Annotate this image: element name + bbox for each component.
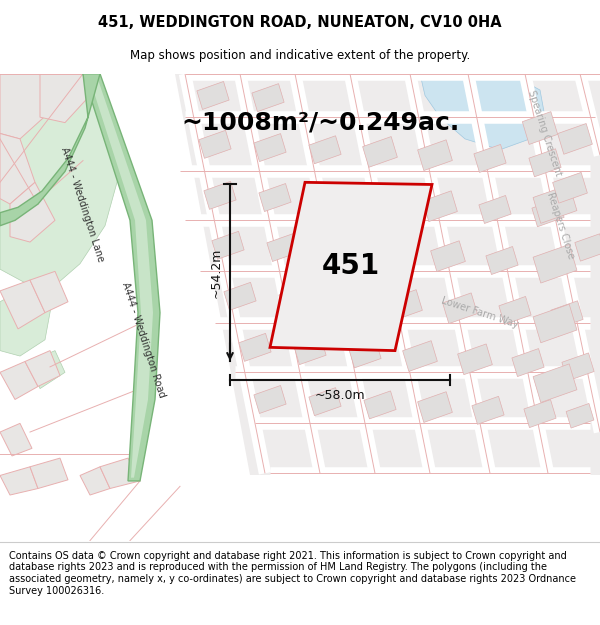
Polygon shape	[10, 182, 55, 242]
Polygon shape	[80, 467, 110, 495]
Text: A444 - Weddington Lane: A444 - Weddington Lane	[59, 146, 105, 262]
Polygon shape	[362, 137, 397, 168]
Polygon shape	[199, 131, 231, 158]
Polygon shape	[259, 184, 291, 211]
Polygon shape	[418, 392, 452, 422]
Polygon shape	[0, 74, 100, 226]
Polygon shape	[418, 140, 452, 171]
Polygon shape	[309, 388, 341, 416]
Polygon shape	[539, 250, 571, 278]
Polygon shape	[562, 353, 594, 381]
Polygon shape	[533, 244, 577, 283]
Polygon shape	[472, 396, 504, 424]
Polygon shape	[474, 144, 506, 172]
Polygon shape	[254, 386, 286, 414]
Text: 451, WEDDINGTON ROAD, NUNEATON, CV10 0HA: 451, WEDDINGTON ROAD, NUNEATON, CV10 0HA	[98, 14, 502, 29]
Polygon shape	[212, 231, 244, 259]
Polygon shape	[403, 341, 437, 371]
Text: ~54.2m: ~54.2m	[209, 248, 223, 298]
Polygon shape	[499, 296, 531, 324]
Polygon shape	[0, 423, 32, 456]
Polygon shape	[279, 286, 311, 314]
Polygon shape	[239, 333, 271, 361]
Polygon shape	[368, 189, 403, 219]
Polygon shape	[252, 84, 284, 112]
Text: Reapers Close: Reapers Close	[545, 191, 575, 261]
Polygon shape	[314, 187, 346, 215]
Polygon shape	[334, 288, 366, 316]
Polygon shape	[575, 234, 600, 261]
Polygon shape	[364, 391, 396, 419]
Polygon shape	[533, 304, 577, 343]
Polygon shape	[443, 293, 478, 324]
Text: ~1008m²/~0.249ac.: ~1008m²/~0.249ac.	[181, 111, 459, 134]
Polygon shape	[0, 467, 38, 495]
Polygon shape	[267, 234, 299, 261]
Polygon shape	[486, 246, 518, 274]
Text: Spearing Crescent: Spearing Crescent	[526, 89, 563, 177]
Polygon shape	[0, 361, 38, 399]
Text: A444 - Weddington Road: A444 - Weddington Road	[119, 281, 166, 399]
Polygon shape	[553, 173, 587, 203]
Polygon shape	[204, 181, 236, 209]
Polygon shape	[529, 149, 561, 177]
Text: Contains OS data © Crown copyright and database right 2021. This information is : Contains OS data © Crown copyright and d…	[9, 551, 576, 596]
Polygon shape	[532, 199, 564, 227]
Polygon shape	[175, 74, 600, 476]
Polygon shape	[523, 112, 557, 144]
Polygon shape	[270, 182, 432, 351]
Text: Lower Farm Way: Lower Farm Way	[440, 296, 520, 330]
Polygon shape	[0, 74, 120, 286]
Polygon shape	[322, 237, 354, 265]
Polygon shape	[30, 351, 65, 389]
Polygon shape	[512, 349, 544, 376]
Text: 451: 451	[322, 253, 380, 280]
Polygon shape	[309, 136, 341, 164]
Polygon shape	[551, 301, 583, 329]
Polygon shape	[40, 74, 90, 122]
Polygon shape	[88, 74, 153, 478]
Polygon shape	[566, 404, 594, 428]
Polygon shape	[0, 134, 35, 204]
Polygon shape	[224, 282, 256, 311]
Polygon shape	[420, 74, 545, 150]
Polygon shape	[100, 458, 140, 489]
Polygon shape	[524, 399, 556, 428]
Polygon shape	[557, 124, 592, 154]
Polygon shape	[376, 239, 410, 269]
Text: ~58.0m: ~58.0m	[314, 389, 365, 402]
Polygon shape	[349, 340, 381, 368]
Polygon shape	[458, 344, 493, 374]
Polygon shape	[83, 74, 160, 481]
Polygon shape	[30, 271, 68, 312]
Polygon shape	[197, 81, 229, 109]
Polygon shape	[254, 134, 286, 162]
Polygon shape	[422, 191, 457, 222]
Polygon shape	[30, 458, 68, 489]
Polygon shape	[533, 364, 577, 403]
Polygon shape	[533, 185, 577, 223]
Polygon shape	[0, 280, 45, 329]
Text: Map shows position and indicative extent of the property.: Map shows position and indicative extent…	[130, 49, 470, 62]
Polygon shape	[0, 74, 50, 139]
Polygon shape	[294, 337, 326, 364]
Polygon shape	[25, 351, 60, 386]
Polygon shape	[0, 286, 55, 356]
Polygon shape	[388, 289, 422, 321]
Polygon shape	[479, 196, 511, 224]
Polygon shape	[431, 241, 466, 271]
